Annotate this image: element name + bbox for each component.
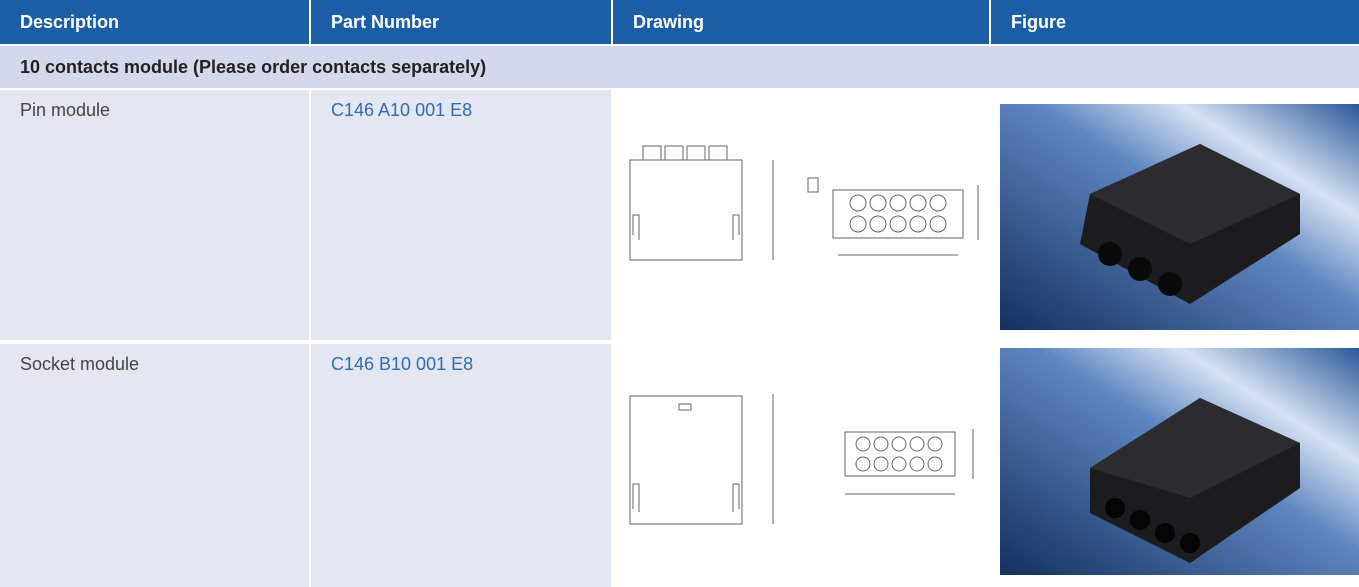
- drawing-cell: [613, 344, 989, 587]
- header-cell: Figure: [991, 0, 1359, 44]
- figure-cell: [1000, 348, 1359, 575]
- socket-module-drawing: [629, 394, 974, 525]
- pin-module-photo: [1000, 104, 1359, 330]
- description-cell: Pin module: [0, 90, 309, 340]
- header-cell: Part Number: [311, 0, 611, 44]
- figure-cell: [1000, 104, 1359, 330]
- part-number[interactable]: C146 A10 001 E8: [311, 90, 611, 340]
- description-cell: Socket module: [0, 344, 309, 587]
- drawing-cell: [613, 90, 989, 340]
- header-cell: Description: [0, 0, 309, 44]
- socket-module-photo: [1000, 348, 1359, 575]
- section-title: 10 contacts module (Please order contact…: [0, 46, 1359, 88]
- pin-module-drawing: [629, 145, 979, 261]
- part-number[interactable]: C146 B10 001 E8: [311, 344, 611, 587]
- header-cell: Drawing: [613, 0, 989, 44]
